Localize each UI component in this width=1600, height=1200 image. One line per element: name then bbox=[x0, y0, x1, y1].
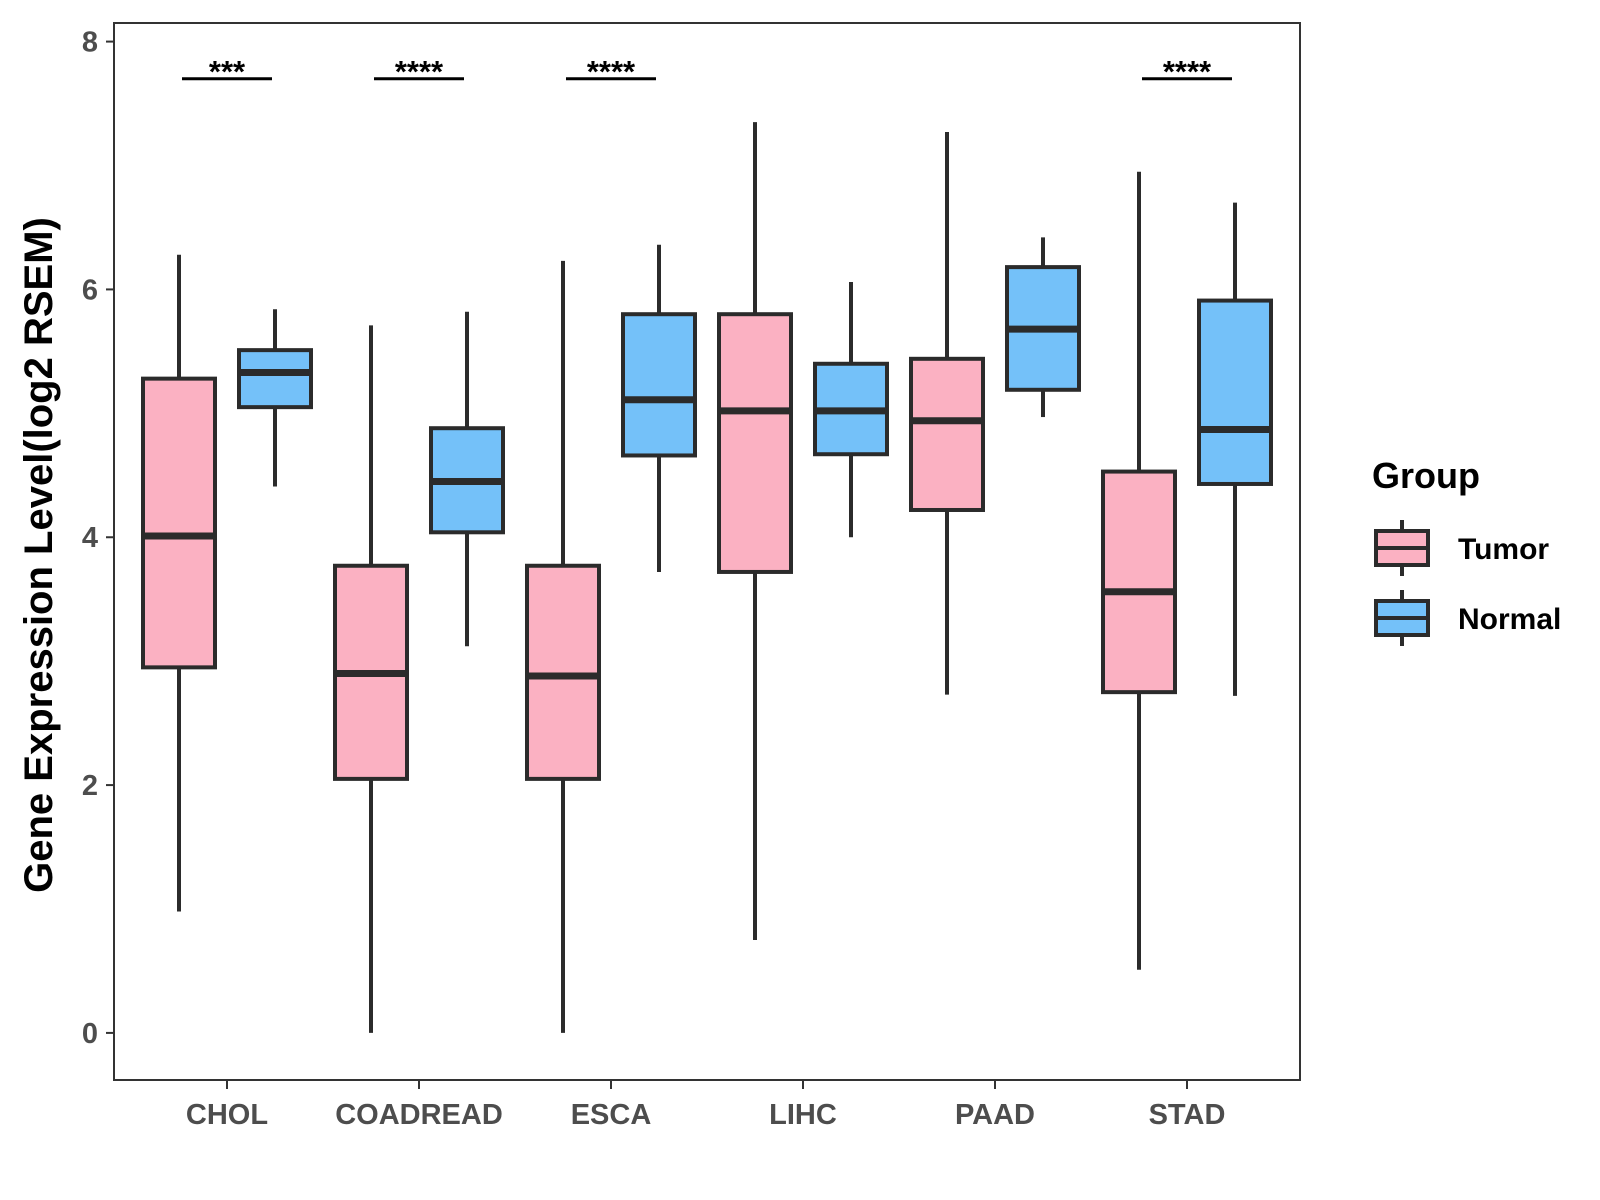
axes: 0 2 4 6 8 CHOL COADREAD ESCA LIHC PAAD STAD bbox=[82, 27, 1226, 1131]
box-tumor-chol bbox=[141, 254, 217, 912]
box-body bbox=[525, 563, 601, 781]
significance-annotations: *** **** **** **** bbox=[182, 54, 1232, 89]
box-body bbox=[621, 312, 697, 458]
box-body bbox=[141, 376, 217, 670]
boxes-layer bbox=[141, 122, 1273, 1033]
significance-chol: *** bbox=[182, 54, 272, 89]
box-body bbox=[1197, 298, 1273, 486]
box-normal-esca bbox=[621, 244, 697, 572]
box-normal-chol bbox=[237, 309, 313, 487]
x-tick-label: CHOL bbox=[186, 1099, 268, 1131]
x-tick-label: ESCA bbox=[571, 1099, 652, 1131]
legend: Group Tumor Normal bbox=[1372, 455, 1561, 646]
box-normal-paad bbox=[1005, 237, 1081, 418]
y-tick-label: 4 bbox=[82, 522, 98, 554]
legend-entry-tumor: Tumor bbox=[1374, 520, 1549, 576]
legend-label: Normal bbox=[1458, 603, 1561, 636]
significance-coadread: **** bbox=[374, 54, 464, 89]
panel-border bbox=[113, 22, 1301, 1081]
box-normal-lihc bbox=[813, 281, 889, 538]
significance-label: **** bbox=[395, 54, 444, 89]
y-tick-label: 6 bbox=[82, 274, 98, 306]
y-axis-title: Gene Expression Level(log2 RSEM) bbox=[17, 217, 61, 893]
x-tick-label: LIHC bbox=[769, 1099, 837, 1131]
y-tick-label: 8 bbox=[82, 27, 98, 59]
significance-label: **** bbox=[1163, 54, 1212, 89]
box-body bbox=[909, 356, 985, 512]
legend-title: Group bbox=[1372, 455, 1480, 496]
box-tumor-stad bbox=[1101, 171, 1177, 970]
legend-entry-normal: Normal bbox=[1374, 590, 1561, 646]
x-tick-label: PAAD bbox=[955, 1099, 1035, 1131]
significance-esca: **** bbox=[566, 54, 656, 89]
significance-stad: **** bbox=[1142, 54, 1232, 89]
significance-label: **** bbox=[587, 54, 636, 89]
x-tick-label: STAD bbox=[1149, 1099, 1226, 1131]
box-tumor-paad bbox=[909, 132, 985, 695]
box-body bbox=[1101, 469, 1177, 695]
box-tumor-esca bbox=[525, 260, 601, 1033]
box-tumor-lihc bbox=[717, 122, 793, 940]
box-normal-stad bbox=[1197, 202, 1273, 696]
significance-label: *** bbox=[209, 54, 246, 89]
y-tick-label: 0 bbox=[82, 1018, 98, 1050]
y-tick-label: 2 bbox=[82, 770, 98, 802]
box-tumor-coadread bbox=[333, 325, 409, 1033]
box-body bbox=[717, 312, 793, 574]
box-normal-coadread bbox=[429, 311, 505, 647]
x-tick-label: COADREAD bbox=[335, 1099, 503, 1131]
box-body bbox=[237, 348, 313, 410]
plot-panel bbox=[113, 22, 1301, 1081]
legend-label: Tumor bbox=[1458, 533, 1549, 566]
